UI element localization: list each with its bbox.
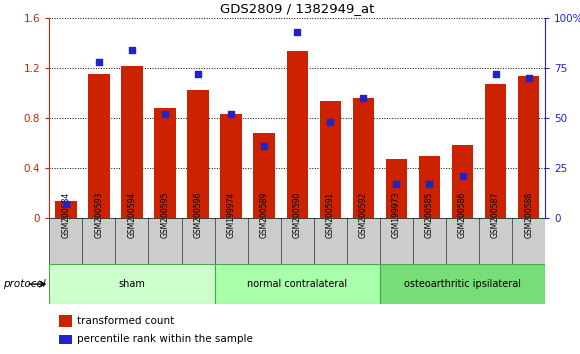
Bar (518, 76, 539, 218)
Text: GSM200596: GSM200596 (194, 192, 202, 239)
Bar (49, 264, 215, 304)
Point (458, 173, 467, 178)
Bar (287, 51, 308, 218)
Text: GSM200584: GSM200584 (61, 192, 70, 239)
Text: GSM199973: GSM199973 (392, 192, 401, 239)
Bar (55, 201, 77, 218)
Text: normal contralateral: normal contralateral (247, 279, 347, 289)
Point (491, 71, 500, 76)
Point (226, 111, 235, 116)
Text: protocol: protocol (3, 279, 46, 289)
Bar (253, 133, 275, 218)
Text: GSM200587: GSM200587 (491, 192, 500, 239)
Bar (386, 159, 407, 218)
Point (160, 111, 169, 116)
Bar (452, 145, 473, 218)
Bar (59, 315, 71, 327)
Point (425, 181, 434, 187)
Bar (215, 264, 380, 304)
Text: GSM200586: GSM200586 (458, 192, 467, 239)
Point (193, 71, 203, 76)
Text: GSM200589: GSM200589 (260, 192, 269, 239)
Bar (121, 67, 143, 218)
Text: GSM200594: GSM200594 (128, 192, 136, 239)
Bar (88, 74, 110, 218)
Text: GSM200591: GSM200591 (326, 192, 335, 239)
Bar (320, 102, 341, 218)
Text: GSM200592: GSM200592 (359, 192, 368, 239)
Point (524, 75, 533, 80)
Text: transformed count: transformed count (77, 316, 174, 326)
Bar (419, 156, 440, 218)
Point (127, 47, 137, 52)
Bar (353, 98, 374, 218)
Text: osteoarthritic ipsilateral: osteoarthritic ipsilateral (404, 279, 521, 289)
Bar (380, 264, 545, 304)
Bar (485, 84, 506, 218)
Text: percentile rank within the sample: percentile rank within the sample (77, 335, 252, 344)
Bar (220, 114, 242, 218)
Point (61, 201, 71, 206)
Title: GDS2809 / 1382949_at: GDS2809 / 1382949_at (220, 2, 375, 15)
Point (292, 29, 302, 35)
Point (259, 143, 269, 149)
Text: GSM199974: GSM199974 (227, 192, 235, 239)
Point (358, 95, 368, 101)
Point (325, 119, 335, 125)
Text: GSM200590: GSM200590 (293, 192, 302, 239)
Bar (154, 108, 176, 218)
Text: sham: sham (118, 279, 146, 289)
Point (94, 59, 103, 64)
Point (392, 181, 401, 187)
Text: GSM200585: GSM200585 (425, 192, 434, 239)
Bar (187, 90, 209, 218)
Text: GSM200595: GSM200595 (161, 192, 169, 239)
Text: GSM200593: GSM200593 (95, 192, 103, 239)
Text: GSM200588: GSM200588 (524, 192, 533, 239)
Bar (59, 335, 71, 344)
